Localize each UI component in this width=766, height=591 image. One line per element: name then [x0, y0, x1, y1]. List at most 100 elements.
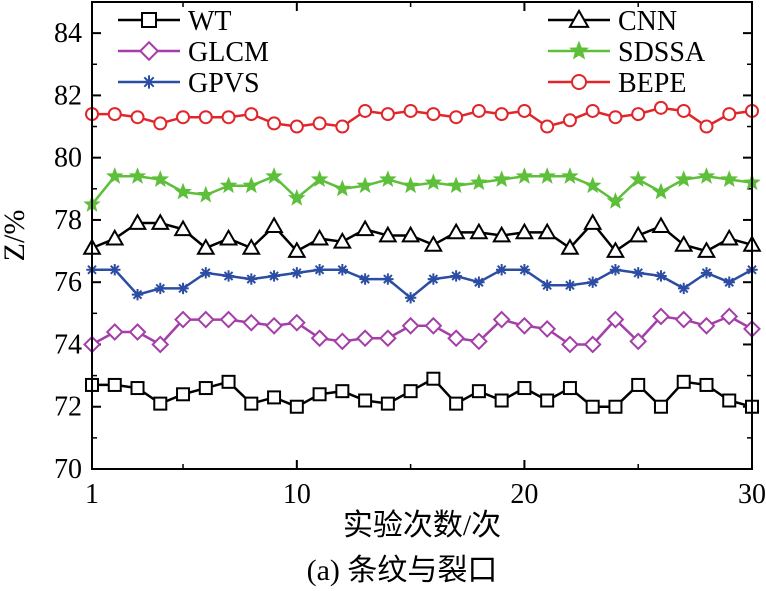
data-point — [719, 228, 739, 246]
data-point — [518, 264, 531, 276]
data-point — [404, 292, 417, 304]
data-point — [313, 264, 326, 276]
data-point — [356, 176, 374, 194]
data-point — [287, 313, 306, 332]
data-point — [312, 387, 327, 402]
data-point — [359, 273, 371, 285]
data-point — [287, 241, 307, 258]
series-line — [92, 106, 753, 128]
data-point — [222, 270, 235, 282]
data-point — [333, 179, 352, 197]
data-point — [127, 213, 148, 230]
data-point — [606, 310, 625, 329]
y-tick-label: 72 — [54, 392, 82, 423]
legend-label: BEPE — [618, 68, 686, 99]
data-point — [105, 228, 125, 246]
plot-frame — [91, 1, 753, 470]
data-point — [629, 170, 647, 187]
data-point — [105, 323, 124, 341]
data-point — [267, 116, 282, 131]
data-point — [401, 316, 420, 335]
tick-labels: 70 72 74 76 78 80 82 84 1 10 20 30 — [54, 18, 766, 510]
x-axis-label: 实验次数/次 — [343, 509, 501, 542]
data-point — [541, 279, 553, 292]
data-point — [494, 107, 509, 122]
series-wt — [85, 371, 759, 414]
data-point — [310, 228, 330, 246]
data-point — [128, 167, 147, 184]
data-point — [449, 396, 464, 411]
data-point — [450, 270, 462, 282]
data-point — [379, 170, 397, 187]
data-point — [173, 219, 193, 237]
data-point — [128, 323, 147, 341]
series-bepe — [85, 100, 759, 134]
data-point — [492, 225, 512, 243]
data-point — [470, 173, 488, 191]
data-point — [568, 8, 590, 28]
data-point — [699, 119, 714, 134]
data-point — [289, 399, 304, 414]
data-point — [447, 176, 465, 194]
data-point — [471, 384, 486, 399]
data-point — [154, 282, 166, 295]
y-tick-label: 74 — [54, 329, 82, 360]
data-point — [514, 222, 534, 240]
data-point — [449, 110, 464, 125]
data-point — [424, 173, 443, 191]
data-point — [609, 264, 622, 276]
data-point — [652, 182, 670, 200]
data-point — [720, 170, 739, 187]
data-point — [378, 225, 398, 243]
series-line — [91, 315, 753, 347]
data-point — [130, 381, 145, 396]
data-point — [583, 176, 602, 194]
legend-item: CNN — [548, 6, 677, 37]
legend-label: GLCM — [188, 37, 269, 68]
data-point — [177, 282, 189, 295]
data-point — [515, 316, 534, 335]
series-layer — [82, 100, 762, 414]
data-point — [722, 107, 737, 122]
legend-label: SDSSA — [618, 37, 706, 68]
series-line — [91, 221, 753, 253]
data-point — [401, 225, 421, 243]
data-point — [564, 279, 576, 292]
data-point — [151, 170, 170, 187]
data-point — [153, 116, 168, 131]
series-cnn — [82, 213, 762, 258]
data-point — [538, 167, 556, 184]
data-point — [221, 110, 236, 125]
data-point — [568, 40, 590, 60]
series-line — [91, 174, 753, 206]
data-point — [358, 103, 373, 118]
data-point — [540, 393, 555, 408]
data-point — [142, 75, 156, 89]
data-point — [288, 188, 306, 206]
data-point — [561, 335, 579, 354]
data-point — [141, 12, 157, 28]
data-point — [586, 276, 599, 288]
data-point — [242, 313, 261, 332]
y-axis-label: Z/% — [0, 210, 31, 262]
data-point — [720, 307, 739, 326]
data-point — [268, 270, 280, 282]
data-point — [198, 110, 213, 125]
data-point — [131, 288, 144, 301]
data-point — [674, 170, 693, 187]
data-point — [150, 213, 170, 230]
data-point — [200, 267, 212, 279]
data-point — [562, 113, 577, 128]
data-point — [676, 374, 691, 389]
data-point — [219, 228, 239, 246]
data-point — [606, 192, 625, 209]
data-point — [310, 329, 329, 348]
data-point — [471, 103, 486, 118]
legend-label: GPVS — [188, 68, 260, 99]
data-point — [109, 264, 121, 276]
data-point — [538, 319, 557, 338]
data-point — [722, 393, 737, 408]
data-point — [107, 107, 122, 122]
data-point — [107, 377, 122, 392]
